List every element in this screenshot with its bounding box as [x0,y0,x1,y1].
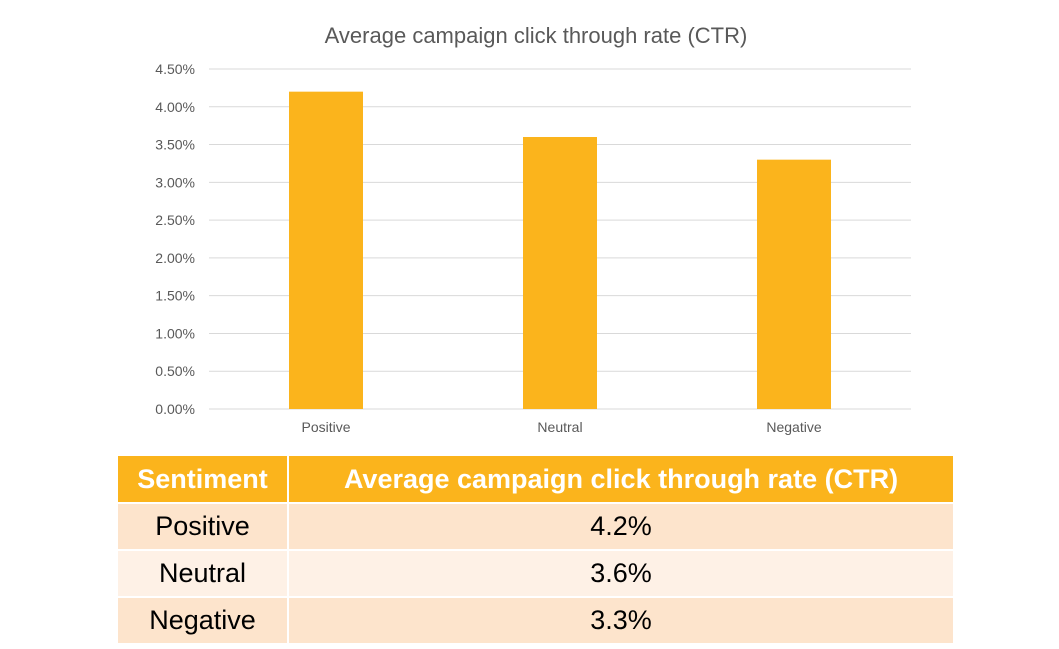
table-row: Negative 3.3% [118,597,953,645]
y-tick-label: 4.00% [155,99,195,115]
x-axis-labels: Positive Neutral Negative [301,419,821,435]
row-ctr-cell: 4.2% [288,503,953,551]
y-tick-label: 4.50% [155,61,195,77]
y-tick-label: 2.50% [155,212,195,228]
row-sentiment-cell: Neutral [118,550,289,598]
y-tick-label: 0.00% [155,401,195,417]
row-sentiment-cell: Negative [118,597,289,645]
y-tick-label: 3.50% [155,137,195,153]
x-category-label: Negative [766,419,821,435]
header-sentiment: Sentiment [118,456,289,504]
bar-negative [757,159,831,409]
y-tick-label: 1.50% [155,288,195,304]
x-category-label: Neutral [537,419,582,435]
header-ctr: Average campaign click through rate (CTR… [288,456,953,504]
table-row: Neutral 3.6% [118,550,953,598]
y-tick-label: 1.00% [155,325,195,341]
y-tick-label: 0.50% [155,363,195,379]
data-table: Sentiment Average campaign click through… [118,456,953,645]
table-row: Positive 4.2% [118,503,953,551]
data-table-container: Sentiment Average campaign click through… [118,456,953,645]
row-ctr-cell: 3.6% [288,550,953,598]
y-axis-ticks: 0.00% 0.50% 1.00% 1.50% 2.00% 2.50% 3.00% 3.50%… [155,61,195,417]
ctr-bar-chart: Average campaign click through rate (CTR… [155,23,911,435]
row-ctr-cell: 3.3% [288,597,953,645]
y-tick-label: 3.00% [155,174,195,190]
y-tick-label: 2.00% [155,250,195,266]
chart-title: Average campaign click through rate (CTR… [325,23,748,48]
bar-positive [289,91,363,410]
table-header-row: Sentiment Average campaign click through… [118,456,953,504]
row-sentiment-cell: Positive [118,503,289,551]
bar-neutral [523,137,597,409]
x-category-label: Positive [301,419,350,435]
bar-layer [289,91,831,410]
